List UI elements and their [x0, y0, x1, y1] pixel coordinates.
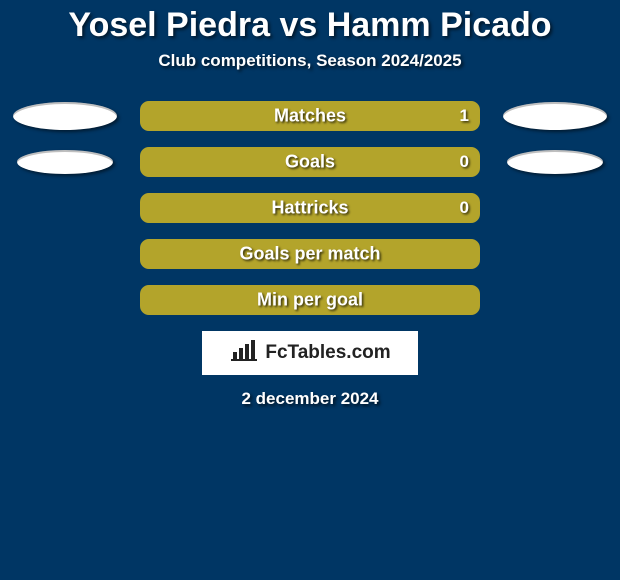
logo-box: FcTables.com	[202, 331, 418, 375]
player-ellipse-left	[17, 150, 113, 174]
right-ellipse-slot	[498, 150, 612, 174]
logo-text: FcTables.com	[265, 342, 390, 364]
stat-bar-value: 0	[460, 198, 469, 218]
player-ellipse-left	[13, 102, 117, 130]
fctables-bars-icon	[229, 340, 259, 367]
stat-bar: Goals per match	[140, 239, 480, 269]
stat-row: Min per goal	[0, 285, 620, 315]
stat-bar-label: Matches	[274, 106, 346, 127]
stat-bar: Goals 0	[140, 147, 480, 177]
stat-bar-value: 1	[460, 106, 469, 126]
stat-bar-label: Goals per match	[239, 244, 380, 265]
player-ellipse-right	[507, 150, 603, 174]
left-ellipse-slot	[8, 150, 122, 174]
stat-rows-container: Matches 1 Goals 0 Hattricks 0 Goals per match M…	[0, 101, 620, 315]
left-ellipse-slot	[8, 102, 122, 130]
stat-row: Matches 1	[0, 101, 620, 131]
date-line: 2 december 2024	[0, 389, 620, 409]
stat-row: Goals 0	[0, 147, 620, 177]
stat-bar: Min per goal	[140, 285, 480, 315]
page-title: Yosel Piedra vs Hamm Picado	[0, 0, 620, 45]
stat-bar-label: Min per goal	[257, 290, 363, 311]
stat-bar: Hattricks 0	[140, 193, 480, 223]
stat-row: Goals per match	[0, 239, 620, 269]
right-ellipse-slot	[498, 102, 612, 130]
player-ellipse-right	[503, 102, 607, 130]
stat-bar-label: Goals	[285, 152, 335, 173]
stat-bar: Matches 1	[140, 101, 480, 131]
stat-row: Hattricks 0	[0, 193, 620, 223]
subtitle: Club competitions, Season 2024/2025	[0, 51, 620, 71]
stat-bar-label: Hattricks	[271, 198, 348, 219]
stat-bar-value: 0	[460, 152, 469, 172]
